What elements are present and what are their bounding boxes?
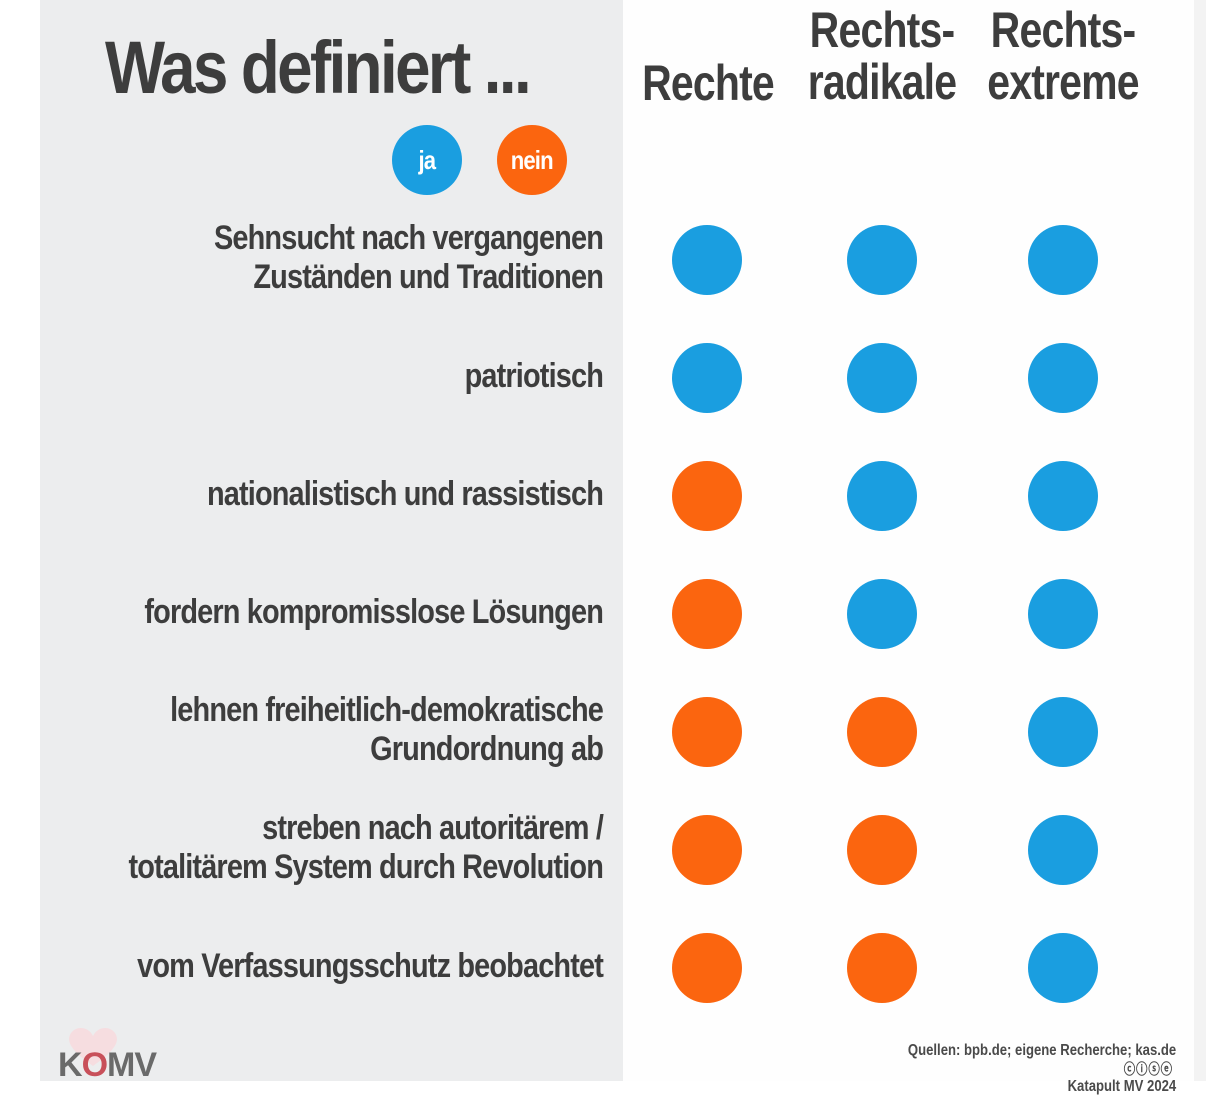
column-header-rechtsradikale: Rechts- radikale	[800, 4, 964, 108]
row-label: patriotisch	[127, 356, 604, 396]
row-label-line: streben nach autoritärem /	[262, 809, 604, 847]
row-label: lehnen freiheitlich-demokratische Grundor…	[127, 691, 604, 769]
row-label-line: nationalistisch und rassistisch	[206, 474, 604, 513]
column-header-rechtsextreme: Rechts- extreme	[981, 4, 1145, 108]
source-text: Quellen: bpb.de; eigene Recherche; kas.d…	[907, 1042, 1176, 1059]
legend-nein: nein	[497, 125, 567, 195]
row-label-line: Zuständen und Traditionen	[253, 258, 603, 296]
source-note: Quellen: bpb.de; eigene Recherche; kas.d…	[908, 1042, 1176, 1096]
column-header-line: Rechte	[642, 55, 775, 111]
column-header-line: radikale	[807, 54, 957, 110]
row-label-line: totalitärem System durch Revolution	[128, 848, 604, 886]
column-header-rechte: Rechte	[626, 57, 790, 109]
grid-panel-background	[623, 0, 1194, 1081]
column-header-line: Rechts-	[809, 2, 955, 58]
row-label: vom Verfassungsschutz beobachtet	[127, 946, 604, 986]
column-header-line: Rechts-	[990, 2, 1136, 58]
row-label-line: vom Verfassungsschutz beobachtet	[137, 946, 604, 985]
row-label-line: fordern kompromisslose Lösungen	[144, 592, 603, 631]
credit-line: ⓒⓘⓢⓔ Katapult MV 2024	[908, 1060, 1176, 1096]
row-label-line: Sehnsucht nach vergangenen	[213, 219, 604, 257]
row-label-line: patriotisch	[464, 356, 604, 395]
row-label-line: lehnen freiheitlich-demokratische	[170, 691, 604, 729]
logo-text: KOMV	[58, 1046, 157, 1084]
row-label: fordern kompromisslose Lösungen	[127, 593, 603, 632]
column-header-line: extreme	[987, 54, 1139, 110]
row-label: Sehnsucht nach vergangenen Zuständen und …	[127, 219, 604, 297]
chart-title: Was definiert ...	[105, 26, 532, 109]
row-label: streben nach autoritärem / totalitärem Sy…	[127, 809, 604, 887]
komv-logo: KOMV	[58, 1027, 168, 1084]
heart-icon	[69, 1027, 117, 1066]
legend-ja-label: ja	[418, 144, 437, 175]
row-label-line: Grundordnung ab	[370, 730, 604, 768]
edge-strip	[1194, 0, 1206, 1081]
row-label: nationalistisch und rassistisch	[127, 474, 604, 514]
cc-license-icon: ⓒⓘⓢⓔ	[1123, 1061, 1173, 1077]
legend-ja: ja	[392, 125, 462, 195]
legend-nein-label: nein	[510, 144, 554, 175]
